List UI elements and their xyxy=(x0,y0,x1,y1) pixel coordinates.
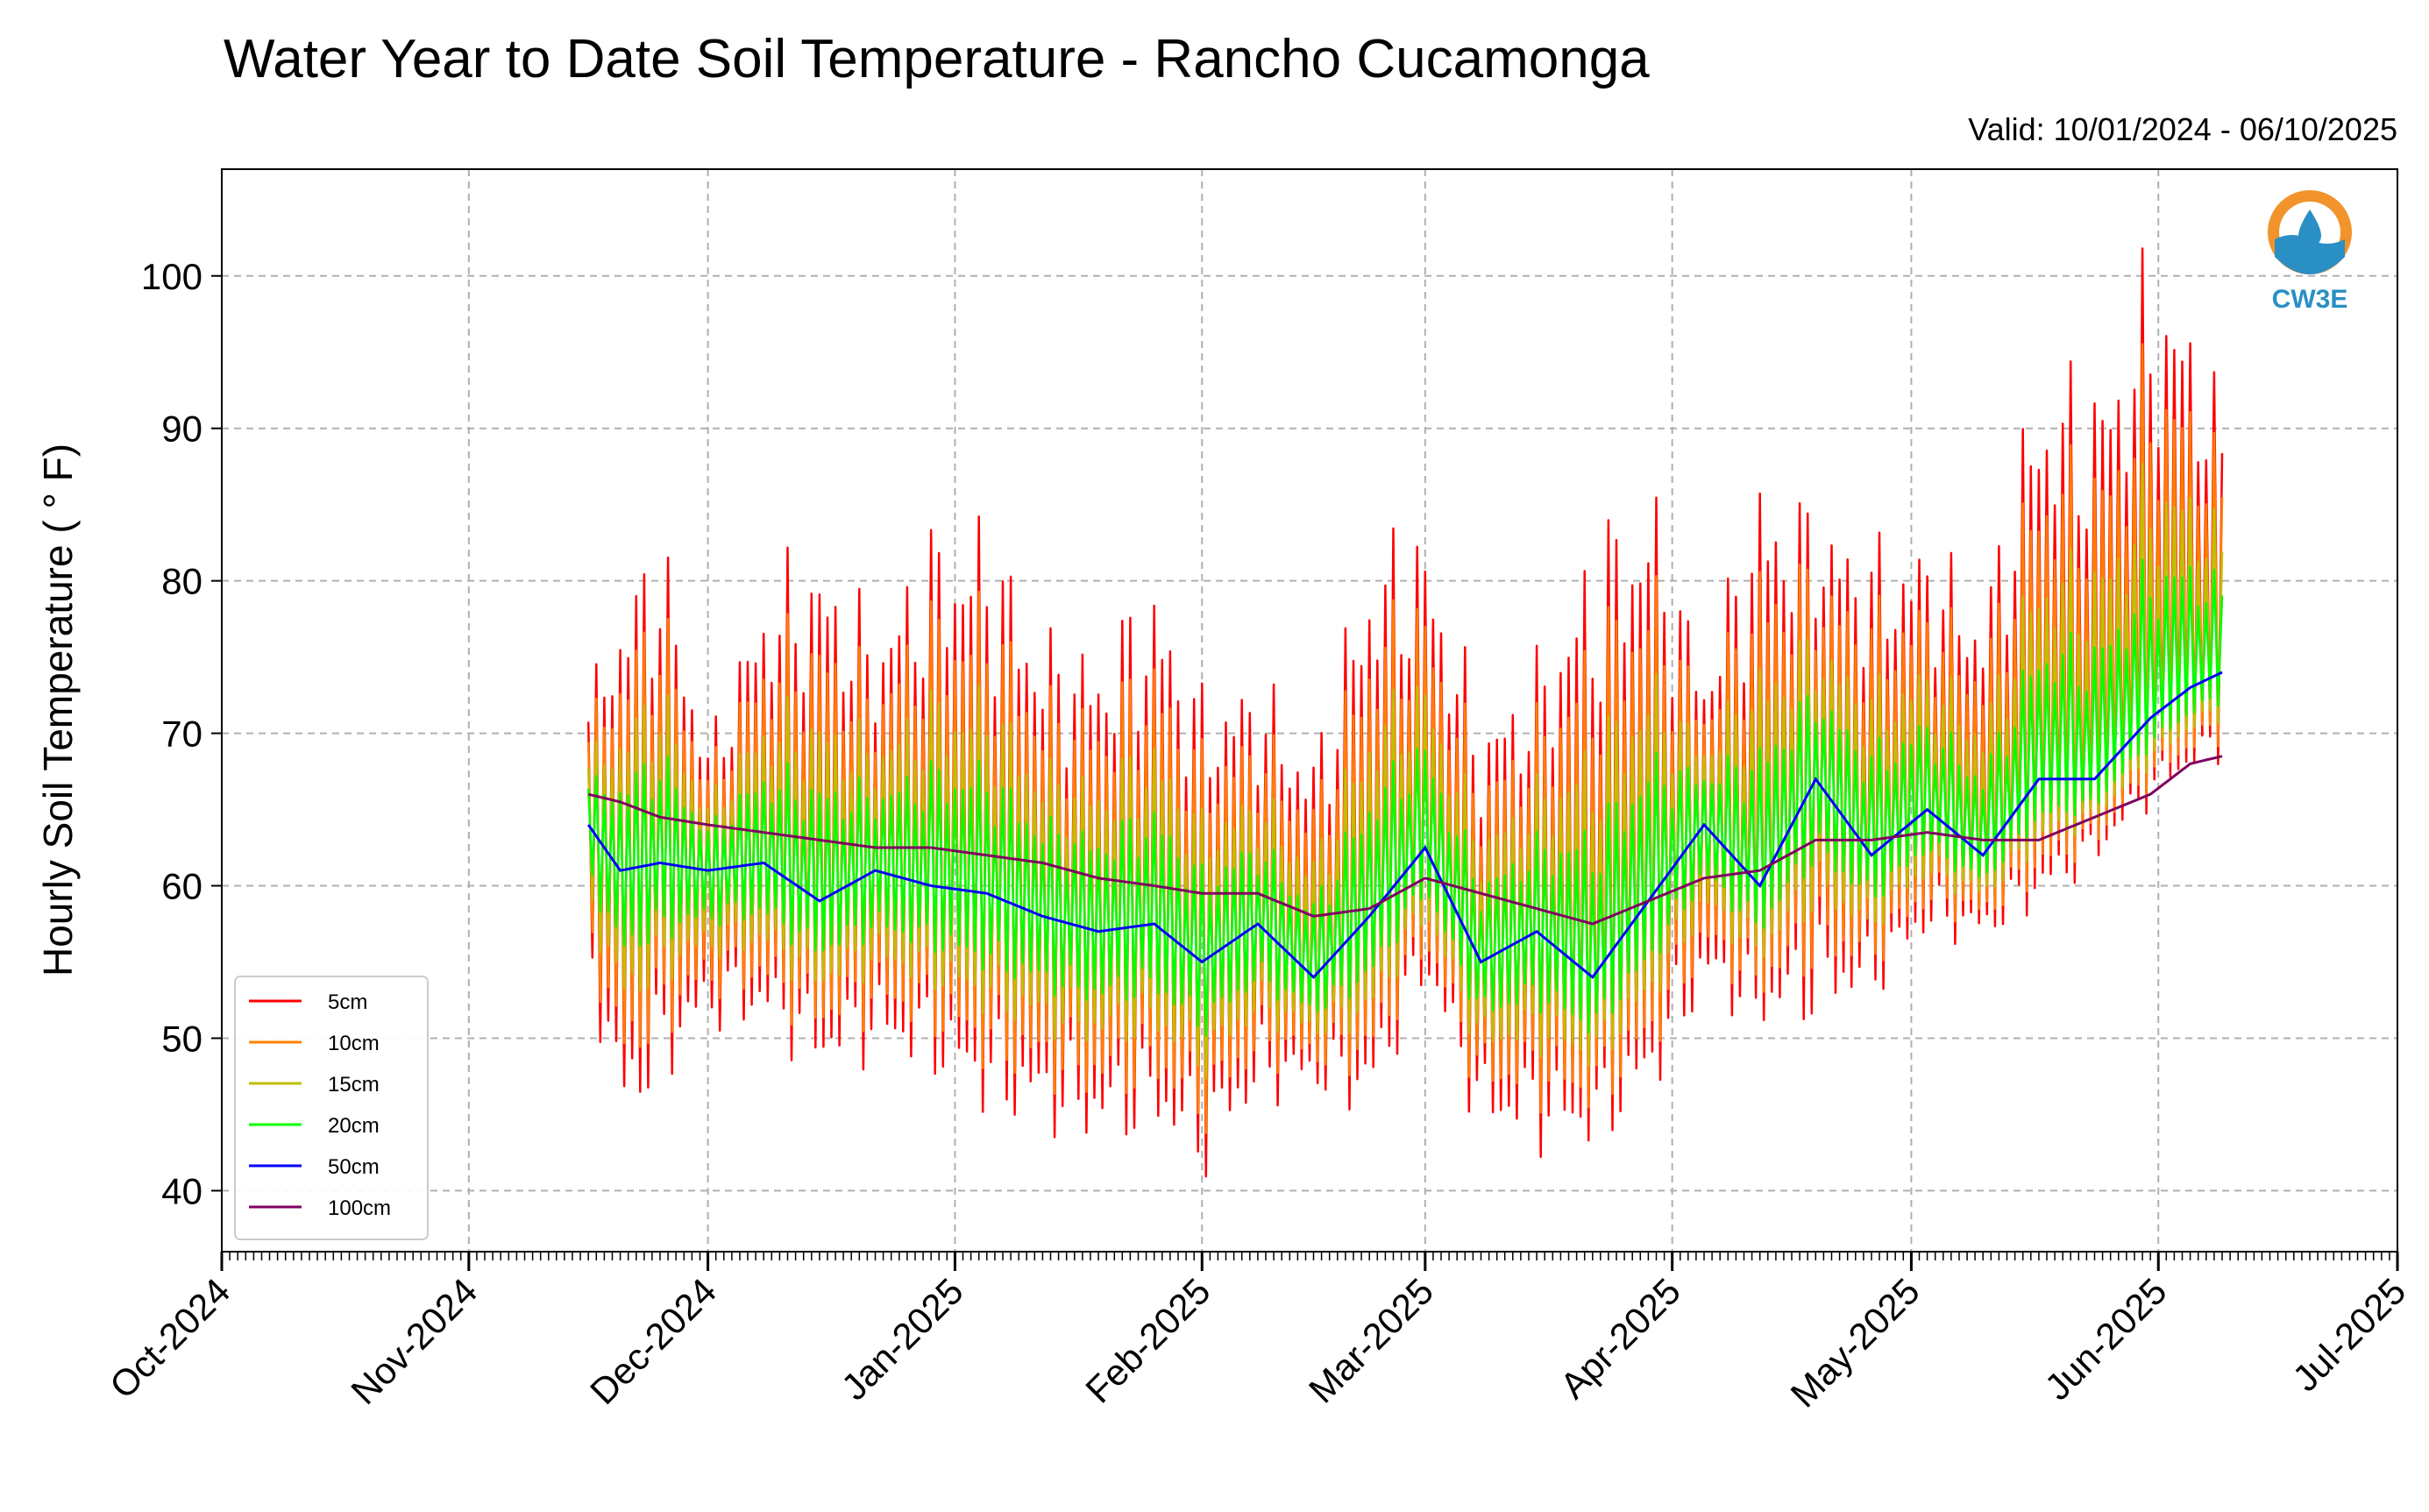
y-tick-label: 60 xyxy=(161,866,202,907)
legend-label-100cm: 100cm xyxy=(328,1196,391,1220)
x-minor-ticks xyxy=(221,1252,2398,1260)
y-tick-label: 50 xyxy=(161,1018,202,1059)
legend-label-5cm: 5cm xyxy=(328,990,367,1014)
cw3e-logo: CW3E xyxy=(2268,190,2352,314)
series-line-20cm xyxy=(586,557,2224,1037)
y-tick-label: 100 xyxy=(141,256,202,297)
plot-frame xyxy=(221,168,2398,1253)
series-line-100cm xyxy=(587,755,2223,926)
x-tick-label: Apr-2025 xyxy=(1552,1270,1688,1406)
x-tick-label: Oct-2024 xyxy=(102,1270,238,1406)
y-tick-label: 70 xyxy=(161,713,202,755)
logo-text: CW3E xyxy=(2272,285,2348,314)
x-tick-label: Mar-2025 xyxy=(1301,1270,1441,1410)
x-tick-label: Feb-2025 xyxy=(1077,1270,1218,1410)
x-tick-label: May-2025 xyxy=(1782,1270,1927,1415)
x-tick-label: Nov-2024 xyxy=(343,1270,485,1412)
y-tick-label: 90 xyxy=(161,408,202,450)
chart-title: Water Year to Date Soil Temperature - Ra… xyxy=(224,29,1650,89)
legend: 5cm 10cm 15cm 20cm 50cm 100cm xyxy=(234,976,429,1240)
legend-label-20cm: 20cm xyxy=(328,1114,380,1138)
y-tick-label: 40 xyxy=(161,1170,202,1211)
x-tick-label: Jan-2025 xyxy=(834,1270,971,1408)
y-axis-label: Hourly Soil Temperature ( ° F) xyxy=(35,444,81,976)
legend-label-50cm: 50cm xyxy=(328,1155,380,1179)
legend-label-10cm: 10cm xyxy=(328,1032,380,1055)
x-tick-label: Jul-2025 xyxy=(2284,1270,2413,1399)
legend-label-15cm: 15cm xyxy=(328,1073,380,1097)
series-line-50cm xyxy=(586,671,2223,980)
grid xyxy=(221,169,2398,1252)
logo-waves xyxy=(2275,235,2345,274)
series-lines xyxy=(586,247,2224,1178)
chart-subtitle: Valid: 10/01/2024 - 06/10/2025 xyxy=(1968,111,2397,147)
x-tick-label: Dec-2024 xyxy=(582,1270,724,1412)
x-tick-label: Jun-2025 xyxy=(2037,1270,2175,1408)
water-drop-icon xyxy=(2298,209,2321,247)
y-tick-label: 80 xyxy=(161,561,202,602)
